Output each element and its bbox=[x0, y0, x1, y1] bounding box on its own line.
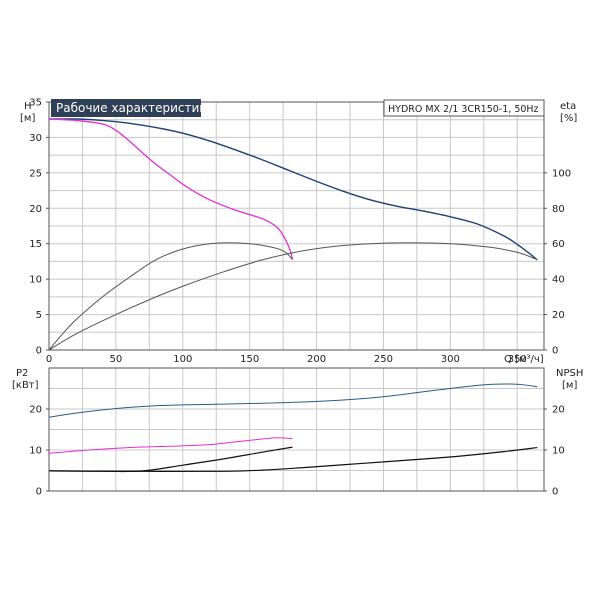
x-tick-label: 350 bbox=[508, 354, 527, 365]
top-curve-4 bbox=[48, 242, 538, 351]
bottom-right-tick-label: 20 bbox=[552, 405, 565, 416]
top-right-tick-label: 100 bbox=[552, 168, 571, 179]
top-chart-frame bbox=[48, 101, 545, 351]
top-left-tick-label: 35 bbox=[29, 98, 42, 109]
bottom-right-tick-label: 10 bbox=[552, 446, 565, 457]
bottom-curve-1 bbox=[48, 383, 538, 418]
top-left-tick-label: 20 bbox=[29, 204, 42, 215]
x-tick-label: 250 bbox=[374, 354, 393, 365]
x-tick-label: 0 bbox=[46, 354, 52, 365]
top-chart-grid bbox=[49, 102, 544, 350]
power-axis-label: P2 bbox=[16, 368, 28, 379]
top-curve-1 bbox=[48, 118, 538, 261]
top-right-tick-label: 80 bbox=[552, 204, 565, 215]
bottom-chart-frame bbox=[48, 367, 545, 492]
npsh-axis-label: NPSH bbox=[556, 368, 583, 379]
top-right-tick-label: 20 bbox=[552, 310, 565, 321]
top-curve-3 bbox=[48, 242, 293, 351]
bottom-curve-3 bbox=[48, 446, 293, 473]
power-axis-unit: [кВт] bbox=[12, 380, 39, 391]
bottom-curve-4 bbox=[48, 446, 538, 473]
bottom-left-tick-label: 0 bbox=[36, 487, 42, 498]
top-left-tick-label: 15 bbox=[29, 239, 42, 250]
chart-title: Рабочие характеристики bbox=[56, 101, 214, 115]
top-chart-curves bbox=[48, 118, 538, 351]
bottom-left-tick-label: 20 bbox=[29, 405, 42, 416]
efficiency-axis-unit: [%] bbox=[560, 113, 577, 124]
top-left-tick-label: 0 bbox=[36, 346, 42, 357]
flow-axis-label: Q [м³/ч] bbox=[504, 354, 544, 365]
x-tick-label: 50 bbox=[110, 354, 123, 365]
x-tick-label: 150 bbox=[240, 354, 259, 365]
bottom-curve-2 bbox=[48, 437, 293, 454]
pump-model-label: HYDRO MX 2/1 3CR150-1, 50Hz bbox=[388, 104, 539, 115]
top-curve-2 bbox=[48, 118, 294, 260]
bottom-chart-curves bbox=[48, 383, 538, 473]
top-right-tick-label: 0 bbox=[552, 346, 558, 357]
npsh-axis-unit: [м] bbox=[562, 380, 577, 391]
bottom-right-tick-label: 0 bbox=[552, 487, 558, 498]
x-tick-label: 100 bbox=[173, 354, 192, 365]
bottom-chart-ticks: 0 10 20 0 10 20 bbox=[29, 405, 564, 498]
x-tick-label: 300 bbox=[441, 354, 460, 365]
top-left-tick-label: 25 bbox=[29, 168, 42, 179]
pump-model-box bbox=[383, 99, 545, 117]
x-tick-label: 200 bbox=[307, 354, 326, 365]
top-right-tick-label: 40 bbox=[552, 275, 565, 286]
head-axis-unit: [м] bbox=[20, 113, 35, 124]
top-left-tick-label: 30 bbox=[29, 133, 42, 144]
bottom-left-tick-label: 10 bbox=[29, 446, 42, 457]
top-left-tick-label: 5 bbox=[36, 310, 42, 321]
top-left-tick-label: 10 bbox=[29, 275, 42, 286]
bottom-chart-grid bbox=[49, 368, 544, 491]
efficiency-axis-label: eta bbox=[560, 101, 576, 112]
chart-title-box bbox=[51, 99, 201, 117]
top-right-tick-label: 60 bbox=[552, 239, 565, 250]
head-axis-label: H bbox=[24, 101, 32, 112]
